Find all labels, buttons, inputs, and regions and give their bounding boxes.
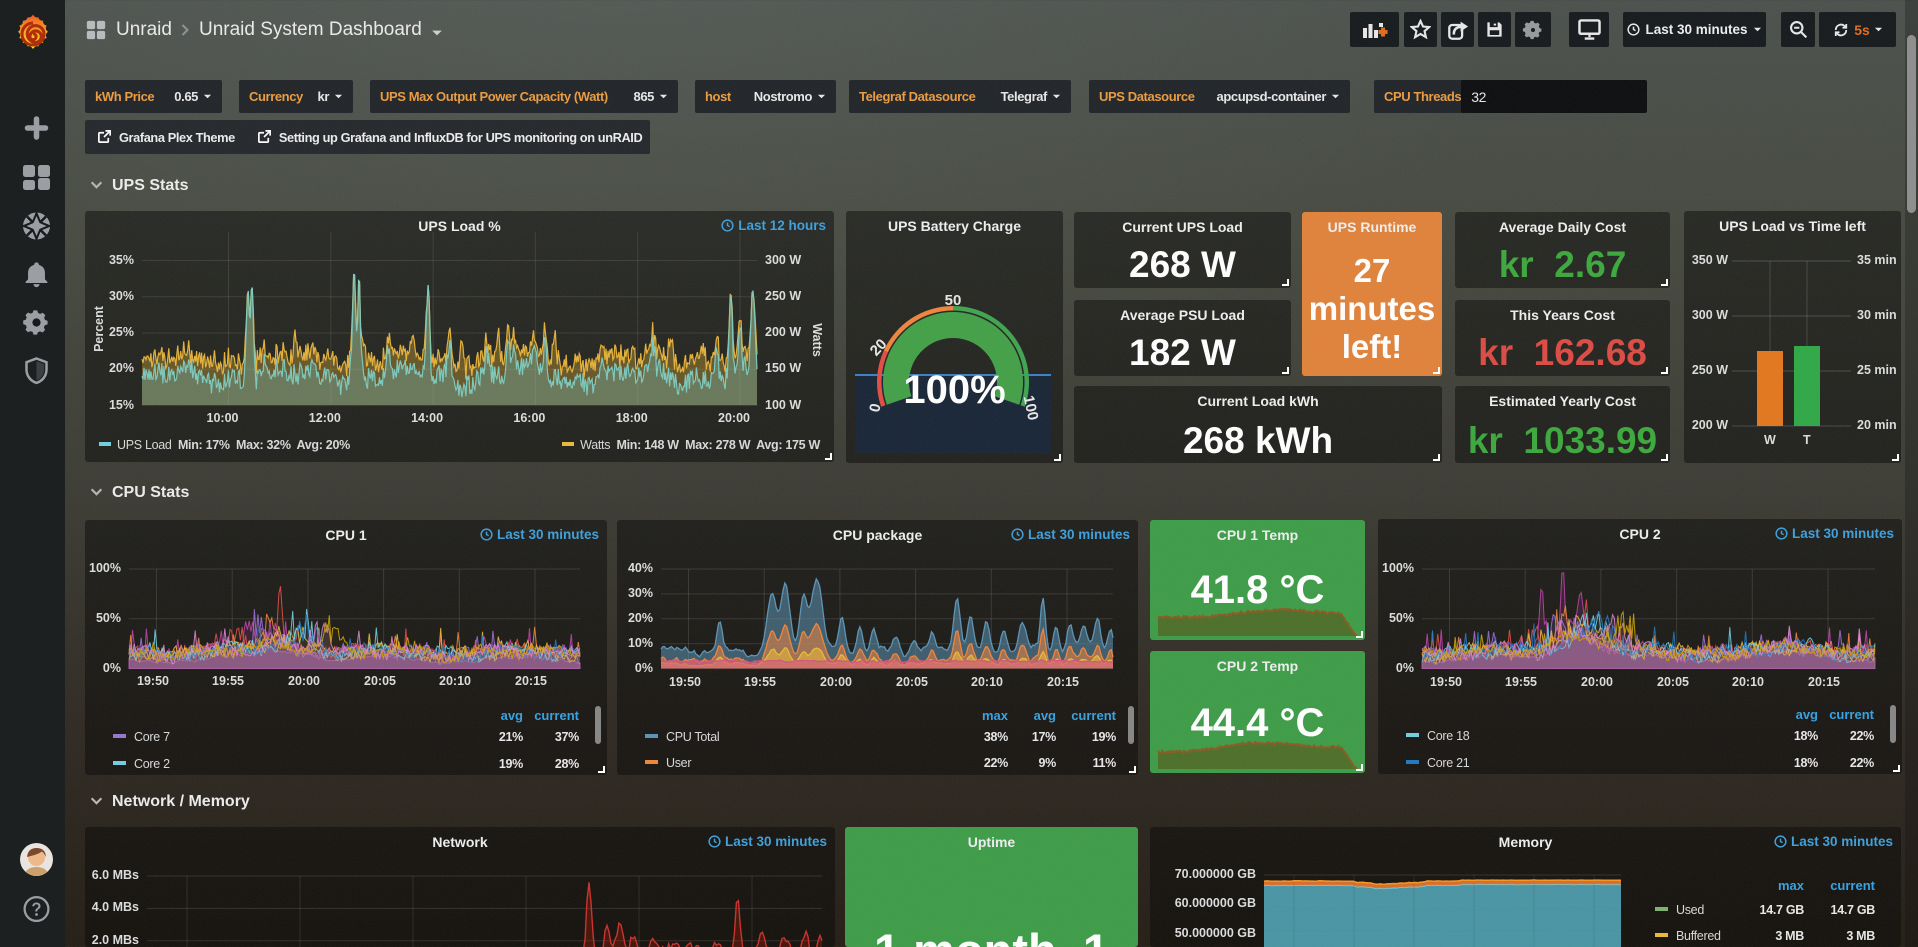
svg-text:50: 50 bbox=[945, 292, 962, 309]
svg-text:20: 20 bbox=[867, 336, 891, 360]
